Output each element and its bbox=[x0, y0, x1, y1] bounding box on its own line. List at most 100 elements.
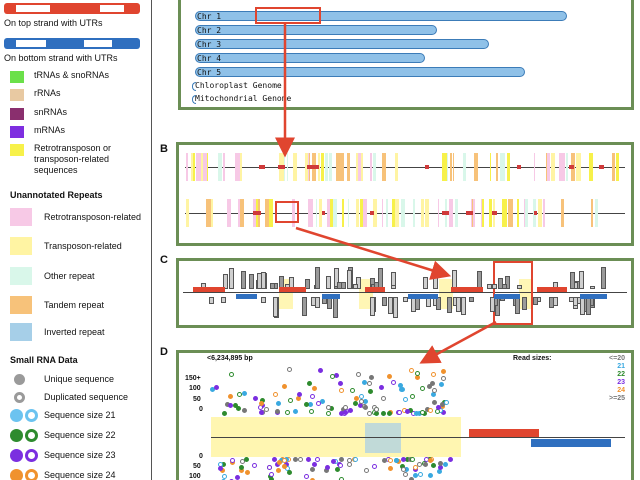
read-dot bbox=[355, 372, 361, 378]
rrna-swatch bbox=[10, 89, 24, 101]
panel-b-letter: B bbox=[160, 143, 168, 155]
read-dot bbox=[298, 457, 304, 463]
gene-marker bbox=[307, 165, 315, 169]
legend-item-size21: Sequence size 21 bbox=[10, 407, 150, 425]
repeat-band bbox=[327, 199, 331, 227]
chromosome-3-bar[interactable] bbox=[195, 39, 489, 49]
read-dot bbox=[318, 367, 324, 373]
read-dot bbox=[304, 474, 309, 480]
coverage-bar bbox=[552, 297, 558, 306]
read-dot bbox=[431, 392, 437, 398]
read-dot bbox=[427, 457, 433, 463]
gene-box bbox=[537, 287, 567, 292]
read-dot bbox=[348, 408, 354, 414]
gene-box bbox=[451, 287, 483, 292]
read-dot bbox=[387, 458, 393, 464]
repeat-band bbox=[356, 153, 361, 181]
panel-d-small-rna-detail: <6,234,895 bp 150+ 100 50 0 0 50 100 Rea… bbox=[176, 350, 634, 480]
read-dot bbox=[281, 384, 287, 390]
chromosome-5-bar[interactable] bbox=[195, 67, 525, 77]
chromosome-2-bar[interactable] bbox=[195, 25, 437, 35]
gene-marker bbox=[278, 165, 285, 169]
coverage-bar bbox=[301, 297, 307, 317]
read-dot bbox=[311, 461, 317, 467]
y-tick-bottom-50: 50 bbox=[193, 463, 201, 470]
coverage-bar bbox=[369, 297, 375, 316]
repeat-band bbox=[325, 153, 329, 181]
gene-marker bbox=[253, 211, 262, 215]
gene-box bbox=[580, 294, 607, 299]
repeat-region bbox=[359, 279, 373, 309]
legend-item-retro-related: Retrotransposon-related bbox=[10, 208, 150, 228]
read-size-22: 22 bbox=[617, 371, 625, 378]
retro-related-swatch bbox=[10, 208, 32, 226]
y-tick-top-0: 0 bbox=[199, 406, 203, 413]
coverage-bar bbox=[572, 297, 578, 306]
y-tick-bottom-100: 100 bbox=[189, 473, 201, 480]
gene-marker bbox=[258, 165, 265, 169]
coverage-bar bbox=[270, 282, 276, 289]
read-dot bbox=[214, 384, 220, 390]
legend-item-tandem-repeat: Tandem repeat bbox=[10, 296, 150, 316]
read-dot bbox=[349, 387, 355, 393]
read-dot bbox=[264, 407, 270, 413]
panel-b-top-track bbox=[185, 147, 625, 187]
coverage-bar bbox=[590, 285, 596, 289]
read-dot bbox=[366, 410, 372, 416]
read-dot bbox=[358, 398, 364, 404]
coverage-bar bbox=[432, 269, 438, 289]
inverted-repeat-region bbox=[365, 423, 401, 453]
read-dot bbox=[390, 380, 396, 386]
gene-marker bbox=[568, 165, 575, 169]
mitochondrial-genome-label[interactable]: Mitochondrial Genome bbox=[192, 94, 291, 104]
read-dot bbox=[373, 406, 379, 412]
repeat-band bbox=[450, 153, 453, 181]
read-dot bbox=[221, 478, 227, 480]
y-tick-top-100: 100 bbox=[189, 385, 201, 392]
read-dot bbox=[306, 457, 312, 463]
read-dot bbox=[239, 465, 245, 471]
coverage-bar bbox=[273, 297, 279, 317]
read-dot bbox=[235, 474, 241, 480]
repeat-band bbox=[356, 199, 359, 227]
repeat-band bbox=[537, 199, 542, 227]
read-dot bbox=[227, 394, 233, 400]
read-dot bbox=[326, 410, 331, 416]
repeat-band bbox=[359, 199, 363, 227]
repeat-band bbox=[202, 153, 208, 181]
gene-box bbox=[279, 287, 306, 292]
read-dot bbox=[432, 387, 438, 393]
repeat-band bbox=[211, 199, 214, 227]
repeat-band bbox=[541, 199, 543, 227]
read-dot bbox=[272, 392, 278, 398]
chloroplast-genome-label[interactable]: Chloroplast Genome bbox=[192, 81, 282, 91]
read-dot bbox=[387, 373, 393, 379]
repeat-band bbox=[305, 153, 308, 181]
size21-ring-icon bbox=[25, 409, 38, 422]
coverage-bar bbox=[220, 297, 226, 304]
panel-c-region-view bbox=[176, 258, 634, 328]
repeat-band bbox=[501, 199, 507, 227]
read-dot bbox=[427, 383, 433, 389]
gene-box bbox=[236, 294, 257, 299]
read-dot bbox=[329, 373, 335, 379]
read-dot bbox=[271, 457, 277, 463]
repeat-band bbox=[269, 199, 273, 227]
coverage-bar bbox=[570, 272, 576, 289]
read-dot bbox=[353, 395, 359, 401]
repeat-band bbox=[307, 199, 313, 227]
repeat-band bbox=[421, 199, 425, 227]
chromosome-1-bar[interactable] bbox=[195, 11, 567, 21]
repeat-band bbox=[395, 199, 399, 227]
repeat-band bbox=[437, 199, 439, 227]
repeat-band bbox=[185, 199, 190, 227]
coverage-bar bbox=[601, 267, 607, 289]
repeat-band bbox=[558, 153, 562, 181]
repeat-band bbox=[286, 153, 289, 181]
coverage-bar bbox=[505, 276, 511, 289]
read-size-24: 24 bbox=[617, 387, 625, 394]
gene-marker bbox=[491, 211, 498, 215]
chromosome-4-bar[interactable] bbox=[195, 53, 425, 63]
snrna-swatch bbox=[10, 108, 24, 120]
read-dot bbox=[401, 466, 407, 472]
